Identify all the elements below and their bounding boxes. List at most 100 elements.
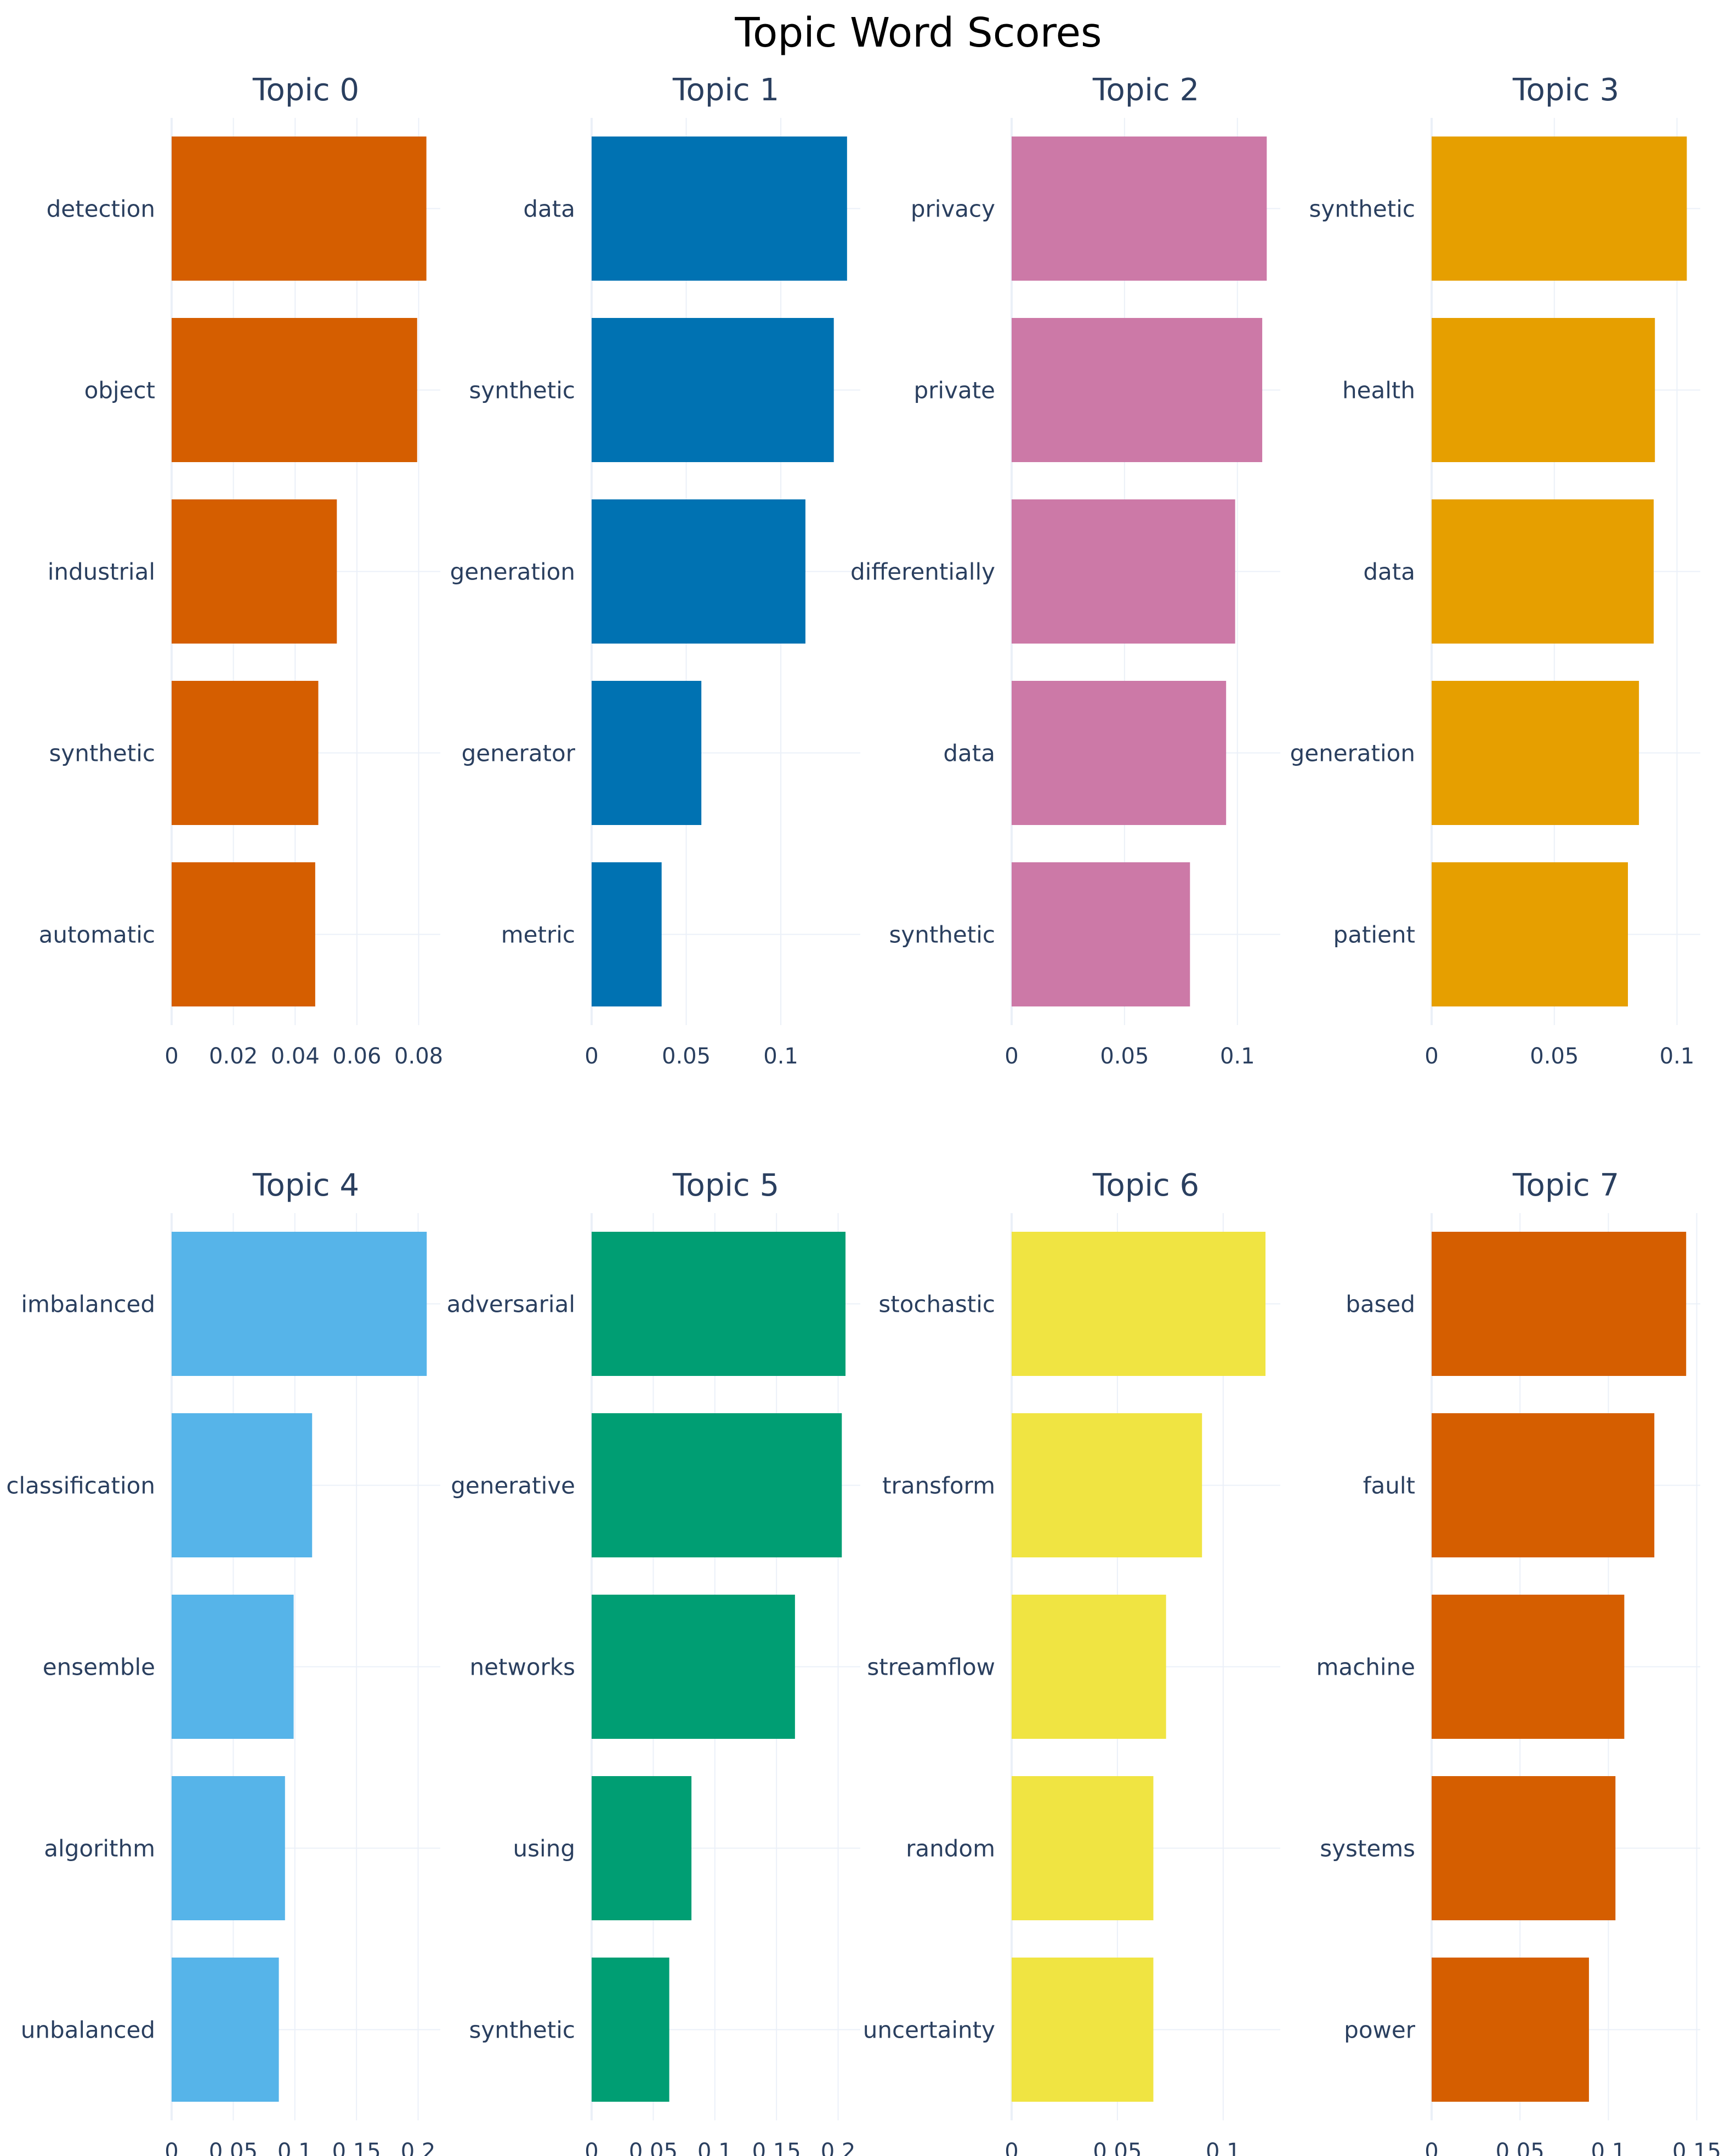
category-label: differentially [850, 559, 995, 585]
x-tick-label: 0.1 [763, 1044, 798, 1069]
bar-imbalanced [172, 1232, 427, 1376]
x-tick-label: 0 [584, 2139, 598, 2156]
category-label: generation [1290, 740, 1415, 767]
subplot-topic-5: 0 0.05 0.1 0.15 0.2 Topic 5 adversarial generat… [447, 1168, 860, 2156]
subplot-title: Topic 1 [672, 72, 779, 108]
category-label: transform [882, 1472, 995, 1499]
bar-synthetic [592, 1958, 669, 2102]
bar-synthetic [592, 318, 834, 462]
bar-using [592, 1776, 692, 1920]
x-tick-label: 0.1 [1206, 2139, 1241, 2156]
bar-transform [1012, 1413, 1202, 1557]
bar-patient [1432, 862, 1628, 1006]
bar-differentially [1012, 499, 1235, 644]
bar-health [1432, 318, 1655, 462]
category-label: fault [1363, 1472, 1415, 1499]
category-label: data [523, 196, 575, 223]
x-tick-label: 0 [584, 1044, 598, 1069]
x-tick-label: 0 [1424, 1044, 1438, 1069]
x-tick-label: 0.15 [752, 2139, 801, 2156]
category-label: random [906, 1835, 995, 1862]
category-label: industrial [48, 559, 155, 585]
category-label: based [1346, 1291, 1415, 1318]
category-label: synthetic [469, 2017, 575, 2044]
category-label: health [1342, 377, 1415, 404]
x-tick-label: 0.05 [1100, 1044, 1149, 1069]
x-tick-label: 0.08 [394, 1044, 443, 1069]
bar-algorithm [172, 1776, 285, 1920]
category-label: algorithm [44, 1835, 155, 1862]
x-tick-label: 0.1 [1591, 2139, 1626, 2156]
bar-generation [592, 499, 805, 644]
category-label: data [943, 740, 995, 767]
x-tick-label: 0.05 [629, 2139, 678, 2156]
bar-metric [592, 862, 662, 1006]
subplot-title: Topic 0 [252, 72, 359, 108]
bar-synthetic [1432, 136, 1687, 281]
x-tick-label: 0.15 [332, 2139, 381, 2156]
category-label: machine [1316, 1654, 1416, 1681]
bar-data [592, 136, 847, 281]
bar-uncertainty [1012, 1958, 1154, 2102]
subplot-title: Topic 3 [1512, 72, 1619, 108]
x-tick-label: 0.1 [697, 2139, 733, 2156]
category-label: adversarial [447, 1291, 575, 1318]
category-label: privacy [911, 196, 995, 223]
category-label: automatic [39, 921, 155, 948]
x-tick-label: 0.05 [1530, 1044, 1579, 1069]
bar-systems [1432, 1776, 1616, 1920]
bar-stochastic [1012, 1232, 1265, 1376]
subplot-topic-3: 0 0.05 0.1 Topic 3 synthetic health data genera… [1290, 72, 1700, 1069]
x-tick-label: 0.1 [277, 2139, 313, 2156]
bar-power [1432, 1958, 1589, 2102]
subplot-title: Topic 4 [252, 1168, 359, 1203]
subplot-title: Topic 2 [1092, 72, 1199, 108]
bar-industrial [172, 499, 337, 644]
subplot-topic-1: 0 0.05 0.1 Topic 1 data synthetic generation ge… [450, 72, 860, 1069]
chart-title: Topic Word Scores [734, 9, 1102, 56]
x-tick-label: 0.02 [209, 1044, 258, 1069]
subplot-topic-0: 0 0.02 0.04 0.06 0.08 Topic 0 detection object i… [39, 72, 444, 1069]
category-label: networks [470, 1654, 575, 1681]
category-label: uncertainty [863, 2017, 995, 2044]
category-label: stochastic [878, 1291, 995, 1318]
x-tick-label: 0.1 [1660, 1044, 1695, 1069]
x-tick-label: 0.2 [821, 2139, 856, 2156]
category-label: data [1363, 559, 1415, 585]
x-tick-label: 0 [164, 2139, 178, 2156]
subplot-title: Topic 7 [1512, 1168, 1619, 1203]
x-tick-label: 0 [1004, 2139, 1018, 2156]
subplot-topic-2: 0 0.05 0.1 Topic 2 privacy private differentia… [850, 72, 1280, 1069]
x-tick-label: 0.04 [271, 1044, 320, 1069]
bar-data [1432, 499, 1654, 644]
bar-generation [1432, 681, 1639, 825]
x-tick-label: 0.05 [662, 1044, 711, 1069]
category-label: generator [462, 740, 576, 767]
bar-data [1012, 681, 1227, 825]
bar-machine [1432, 1595, 1625, 1739]
category-label: metric [501, 921, 575, 948]
x-tick-label: 0 [1004, 1044, 1018, 1069]
category-label: power [1344, 2017, 1416, 2044]
x-tick-label: 0.05 [1093, 2139, 1142, 2156]
category-label: generation [450, 559, 575, 585]
bar-streamflow [1012, 1595, 1166, 1739]
category-label: classification [6, 1472, 155, 1499]
category-label: private [914, 377, 996, 404]
bar-fault [1432, 1413, 1655, 1557]
subplot-title: Topic 5 [672, 1168, 779, 1203]
x-tick-label: 0.2 [401, 2139, 436, 2156]
subplot-topic-4: 0 0.05 0.1 0.15 0.2 Topic 4 imbalanced classifi… [6, 1168, 440, 2156]
x-tick-label: 0.1 [1220, 1044, 1255, 1069]
bar-networks [592, 1595, 795, 1739]
bar-based [1432, 1232, 1687, 1376]
bar-ensemble [172, 1595, 294, 1739]
subplot-topic-7: 0 0.05 0.1 0.15 Topic 7 based fault machine syst… [1316, 1168, 1722, 2156]
bar-synthetic [172, 681, 319, 825]
x-tick-label: 0.05 [1496, 2139, 1545, 2156]
x-tick-label: 0.05 [209, 2139, 258, 2156]
category-label: imbalanced [21, 1291, 155, 1318]
bar-privacy [1012, 136, 1267, 281]
x-tick-label: 0.06 [332, 1044, 381, 1069]
